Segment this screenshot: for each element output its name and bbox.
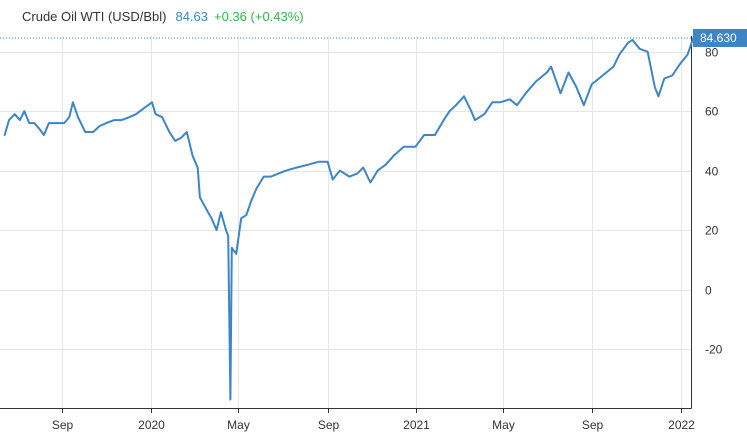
y-tick-label: 0 xyxy=(705,284,712,298)
x-tick-label: 2021 xyxy=(403,418,430,432)
x-tick-label: Sep xyxy=(582,418,604,432)
last-value-text: 84.630 xyxy=(700,31,737,45)
x-tick-label: May xyxy=(492,418,515,432)
last-value-badge xyxy=(693,28,747,47)
last-price: 84.63 xyxy=(175,9,209,24)
y-tick-label: 20 xyxy=(705,224,719,238)
grid xyxy=(0,36,691,408)
x-tick-label: May xyxy=(227,418,250,432)
x-tick-label: 2020 xyxy=(138,418,165,432)
x-tick-label: 2022 xyxy=(668,418,695,432)
axis-labels: -20 0 20 40 60 80 Sep 2020 May Sep 2021 May Sep 2022 xyxy=(52,46,723,433)
price-series-line xyxy=(3,37,695,401)
y-tick-label: 40 xyxy=(705,165,719,179)
chart-header: Crude Oil WTI (USD/Bbl) 84.63 +0.36 (+0.43… xyxy=(22,9,304,24)
y-tick-label: 80 xyxy=(705,46,719,60)
y-tick-label: 60 xyxy=(705,105,719,119)
last-value-marker: 84.630 xyxy=(0,28,747,47)
series xyxy=(3,37,695,401)
y-tick-label: -20 xyxy=(705,343,723,357)
axes xyxy=(0,36,692,413)
instrument-title: Crude Oil WTI (USD/Bbl) xyxy=(22,9,167,24)
x-tick-label: Sep xyxy=(52,418,74,432)
x-tick-label: Sep xyxy=(318,418,340,432)
price-change: +0.36 (+0.43%) xyxy=(214,9,304,24)
